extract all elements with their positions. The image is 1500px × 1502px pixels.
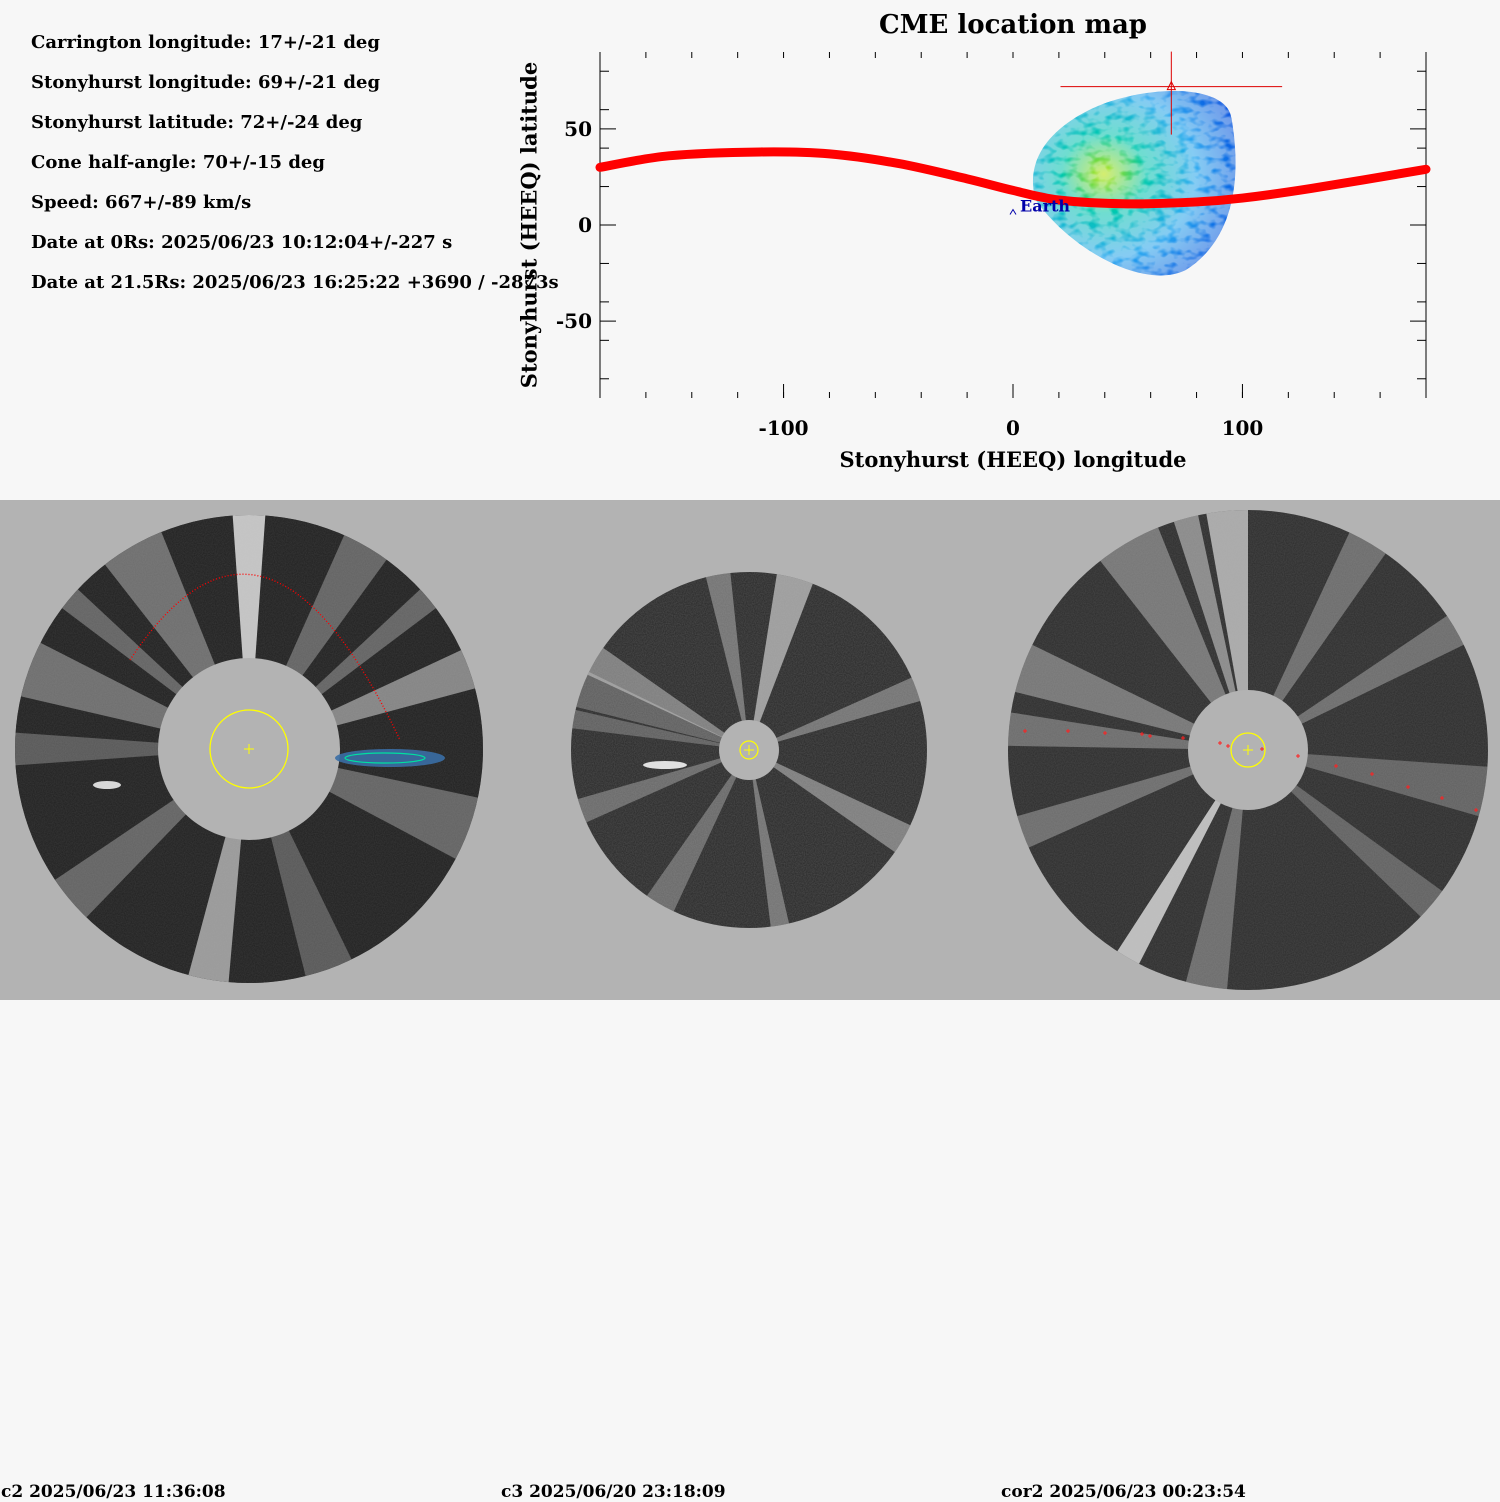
param-date-0rs: Date at 0Rs: 2025/06/23 10:12:04+/-227 s bbox=[31, 232, 453, 253]
param-stonyhurst-longitude: Stonyhurst longitude: 69+/-21 deg bbox=[31, 72, 381, 93]
c3-image bbox=[571, 572, 927, 928]
coronagraph-panels: c2 2025/06/23 11:36:08 c3 2025/06/20 23:… bbox=[0, 500, 1500, 1502]
cme-center-marker-icon bbox=[1166, 80, 1177, 91]
red-curve-line bbox=[595, 147, 1431, 209]
cor2-fit-mark bbox=[1334, 764, 1338, 768]
map-axes: -100 0 100 -50 0 50 bbox=[556, 52, 1427, 440]
cor2-fit-mark bbox=[1140, 732, 1144, 736]
c2-image bbox=[15, 515, 483, 983]
cor2-fit-mark bbox=[1066, 729, 1070, 733]
x-tick-label: -100 bbox=[759, 416, 809, 440]
param-speed: Speed: 667+/-89 km/s bbox=[31, 192, 252, 213]
caption-c2: c2 2025/06/23 11:36:08 bbox=[1, 1482, 226, 1502]
c2-cme-contour bbox=[335, 749, 445, 767]
earth-marker-icon bbox=[1009, 208, 1017, 215]
cor2-fit-mark bbox=[1226, 744, 1230, 748]
param-stonyhurst-latitude: Stonyhurst latitude: 72+/-24 deg bbox=[31, 112, 363, 133]
chart-title: CME location map bbox=[879, 10, 1147, 40]
cor2-fit-mark bbox=[1296, 754, 1300, 758]
red-curve-series bbox=[595, 147, 1431, 209]
cor2-fit-mark bbox=[1023, 729, 1027, 733]
cme-intensity-cloud bbox=[1032, 90, 1236, 276]
cme-location-map-panel: Carrington longitude: 17+/-21 deg Stonyh… bbox=[0, 0, 1500, 500]
x-tick-label: 100 bbox=[1222, 416, 1264, 440]
cme-cloud-base bbox=[1032, 90, 1236, 276]
coronagraph-images bbox=[15, 510, 1488, 990]
x-axis-label: Stonyhurst (HEEQ) longitude bbox=[839, 447, 1187, 472]
cor2-fit-mark bbox=[1148, 734, 1152, 738]
cor2-fit-mark bbox=[1440, 796, 1444, 800]
location-map-plot: -100 0 100 -50 0 50 Earth bbox=[556, 51, 1431, 440]
c2-cme-contour-inner bbox=[344, 752, 426, 764]
cor2-sun-center-icon bbox=[1243, 745, 1253, 755]
cor2-fit-mark bbox=[1406, 785, 1410, 789]
cor2-fit-mark bbox=[1103, 731, 1107, 735]
c3-bright-blob bbox=[643, 761, 687, 769]
y-tick-label: 50 bbox=[564, 117, 592, 141]
param-carrington-longitude: Carrington longitude: 17+/-21 deg bbox=[31, 32, 380, 53]
caption-cor2: cor2 2025/06/23 00:23:54 bbox=[1001, 1482, 1246, 1502]
y-tick-label: -50 bbox=[556, 309, 592, 333]
cor2-fit-mark bbox=[1474, 808, 1478, 812]
c3-sun-center-icon bbox=[744, 745, 754, 755]
c2-bright-blob bbox=[93, 781, 121, 789]
cor2-fit-mark bbox=[1218, 741, 1222, 745]
cor2-image bbox=[1008, 510, 1488, 990]
map-markers: Earth bbox=[1009, 51, 1283, 216]
cor2-fit-mark bbox=[1370, 772, 1374, 776]
cor2-sun-circle-icon bbox=[1230, 732, 1266, 768]
cor2-fit-marks bbox=[1023, 729, 1478, 812]
earth-label: Earth bbox=[1020, 197, 1070, 216]
param-date-21rs: Date at 21.5Rs: 2025/06/23 16:25:22 +369… bbox=[31, 272, 559, 293]
cor2-fit-mark bbox=[1260, 747, 1264, 751]
param-cone-half-angle: Cone half-angle: 70+/-15 deg bbox=[31, 152, 325, 173]
c2-sun-center-icon bbox=[244, 744, 254, 754]
y-tick-label: 0 bbox=[578, 213, 592, 237]
cor2-fit-mark bbox=[1181, 736, 1185, 740]
c3-sun-circle-icon bbox=[739, 740, 759, 760]
x-tick-label: 0 bbox=[1006, 416, 1020, 440]
caption-c3: c3 2025/06/20 23:18:09 bbox=[501, 1482, 726, 1502]
c2-sun-circle-icon bbox=[209, 709, 289, 789]
